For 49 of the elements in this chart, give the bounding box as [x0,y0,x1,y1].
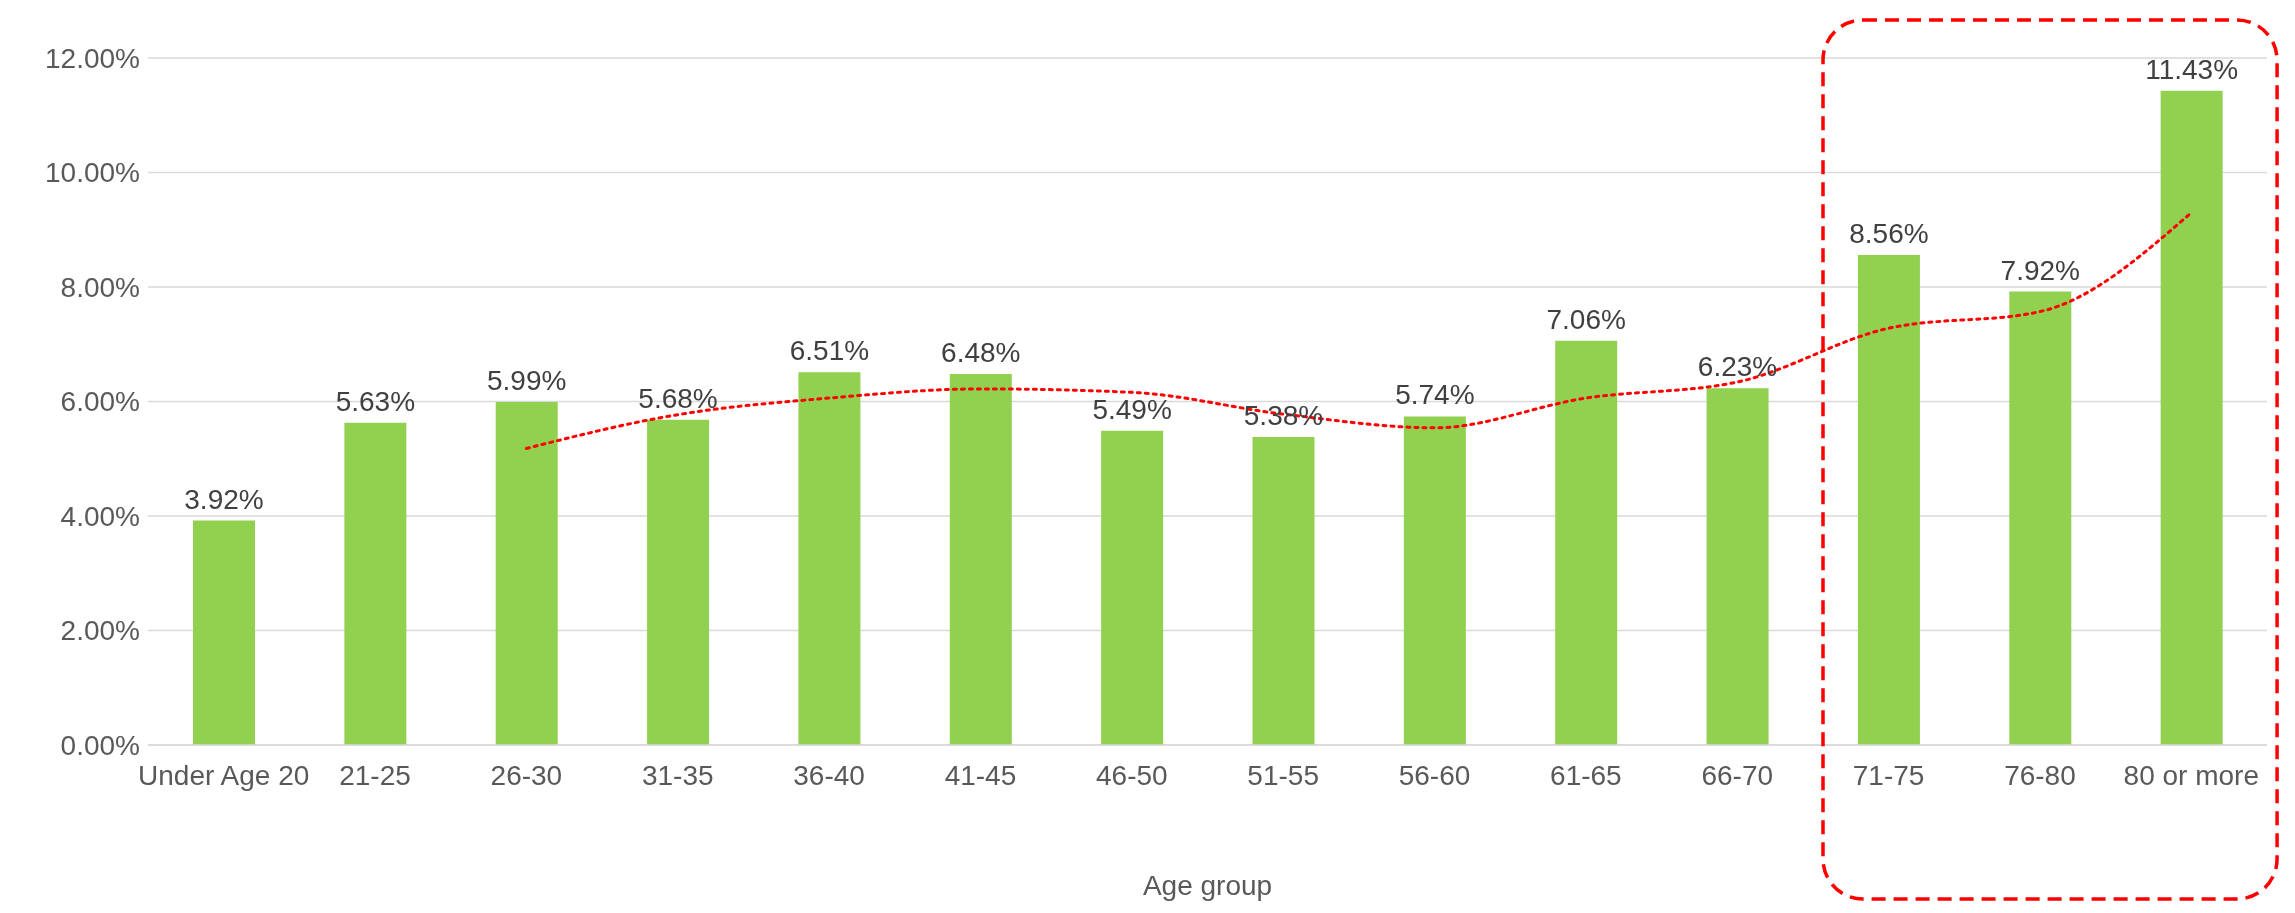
data-label: 11.43% [2145,53,2239,85]
data-label: 6.23% [1697,351,1778,383]
y-tick-label: 6.00% [60,386,140,418]
data-label: 5.63% [335,385,416,417]
data-label: 5.99% [487,365,567,397]
x-tick-label: 36-40 [793,759,865,791]
data-label: 7.92% [2000,254,2080,286]
x-tick-label: 61-65 [1550,759,1622,791]
bar [1252,437,1315,745]
bar [344,422,407,745]
data-label: 6.48% [941,337,1021,369]
bar [1857,254,1920,745]
bar [798,372,861,745]
data-label: 8.56% [1849,217,1929,249]
x-tick-label: Under Age 20 [138,759,310,791]
y-tick-label: 4.00% [60,500,140,532]
data-label: 3.92% [184,483,264,515]
y-tick-label: 10.00% [45,157,140,189]
x-axis-title: Age group [1142,870,1273,901]
x-tick-label: 26-30 [490,759,563,791]
y-tick-label: 8.00% [60,271,140,303]
x-tick-label: 71-75 [1852,759,1925,791]
x-tick-label: 21-25 [339,759,411,791]
data-label: 6.51% [789,335,870,367]
x-tick-label: 41-45 [944,759,1017,791]
bar [949,374,1012,745]
x-tick-label: 56-60 [1398,759,1471,791]
x-tick-label: 76-80 [2004,759,2076,791]
x-tick-label: 80 or more [2123,759,2260,791]
data-label: 5.74% [1395,379,1475,411]
y-tick-label: 0.00% [60,729,140,761]
bar [193,520,255,745]
bar [2009,291,2072,745]
bar [1101,430,1164,745]
data-label: 5.68% [638,382,718,414]
bar [647,419,710,745]
data-label: 7.06% [1546,303,1626,335]
data-label: 5.49% [1092,393,1172,425]
x-tick-label: 46-50 [1096,759,1168,791]
y-tick-label: 2.00% [60,615,140,647]
bar [1403,416,1466,745]
bar [1706,388,1769,745]
x-tick-label: 51-55 [1247,759,1319,791]
bar [495,402,558,745]
bar [2160,90,2223,745]
x-tick-label: 66-70 [1701,759,1774,791]
bar [1555,340,1618,745]
x-tick-label: 31-35 [641,759,714,791]
y-tick-label: 12.00% [45,42,140,74]
